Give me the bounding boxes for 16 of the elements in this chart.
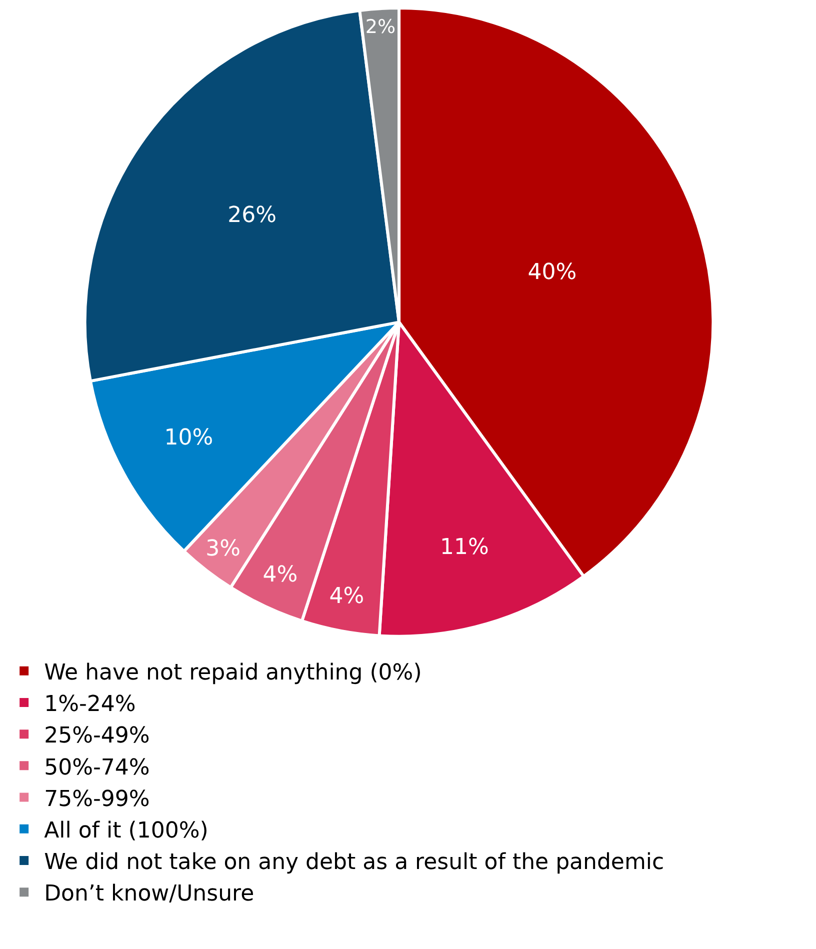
- data-label: 4%: [329, 584, 364, 609]
- data-label: 4%: [262, 562, 298, 588]
- data-label: 3%: [206, 536, 240, 562]
- data-label: 10%: [164, 425, 214, 450]
- data-label: 40%: [528, 260, 577, 285]
- legend-label: We did not take on any debt as a result of the pandemic: [44, 850, 664, 876]
- legend-label: Don’t know/Unsure: [44, 882, 254, 907]
- legend-label: 50%-74%: [44, 755, 150, 780]
- data-label: 11%: [440, 535, 489, 560]
- legend-label: 75%-99%: [44, 786, 150, 812]
- legend-label: 25%-49%: [44, 724, 150, 749]
- data-label: 2%: [365, 16, 396, 38]
- data-label: 26%: [228, 202, 276, 228]
- legend-label: All of it (100%): [44, 818, 208, 844]
- legend-label: 1%-24%: [44, 692, 136, 718]
- legend-label: We have not repaid anything (0%): [44, 660, 422, 686]
